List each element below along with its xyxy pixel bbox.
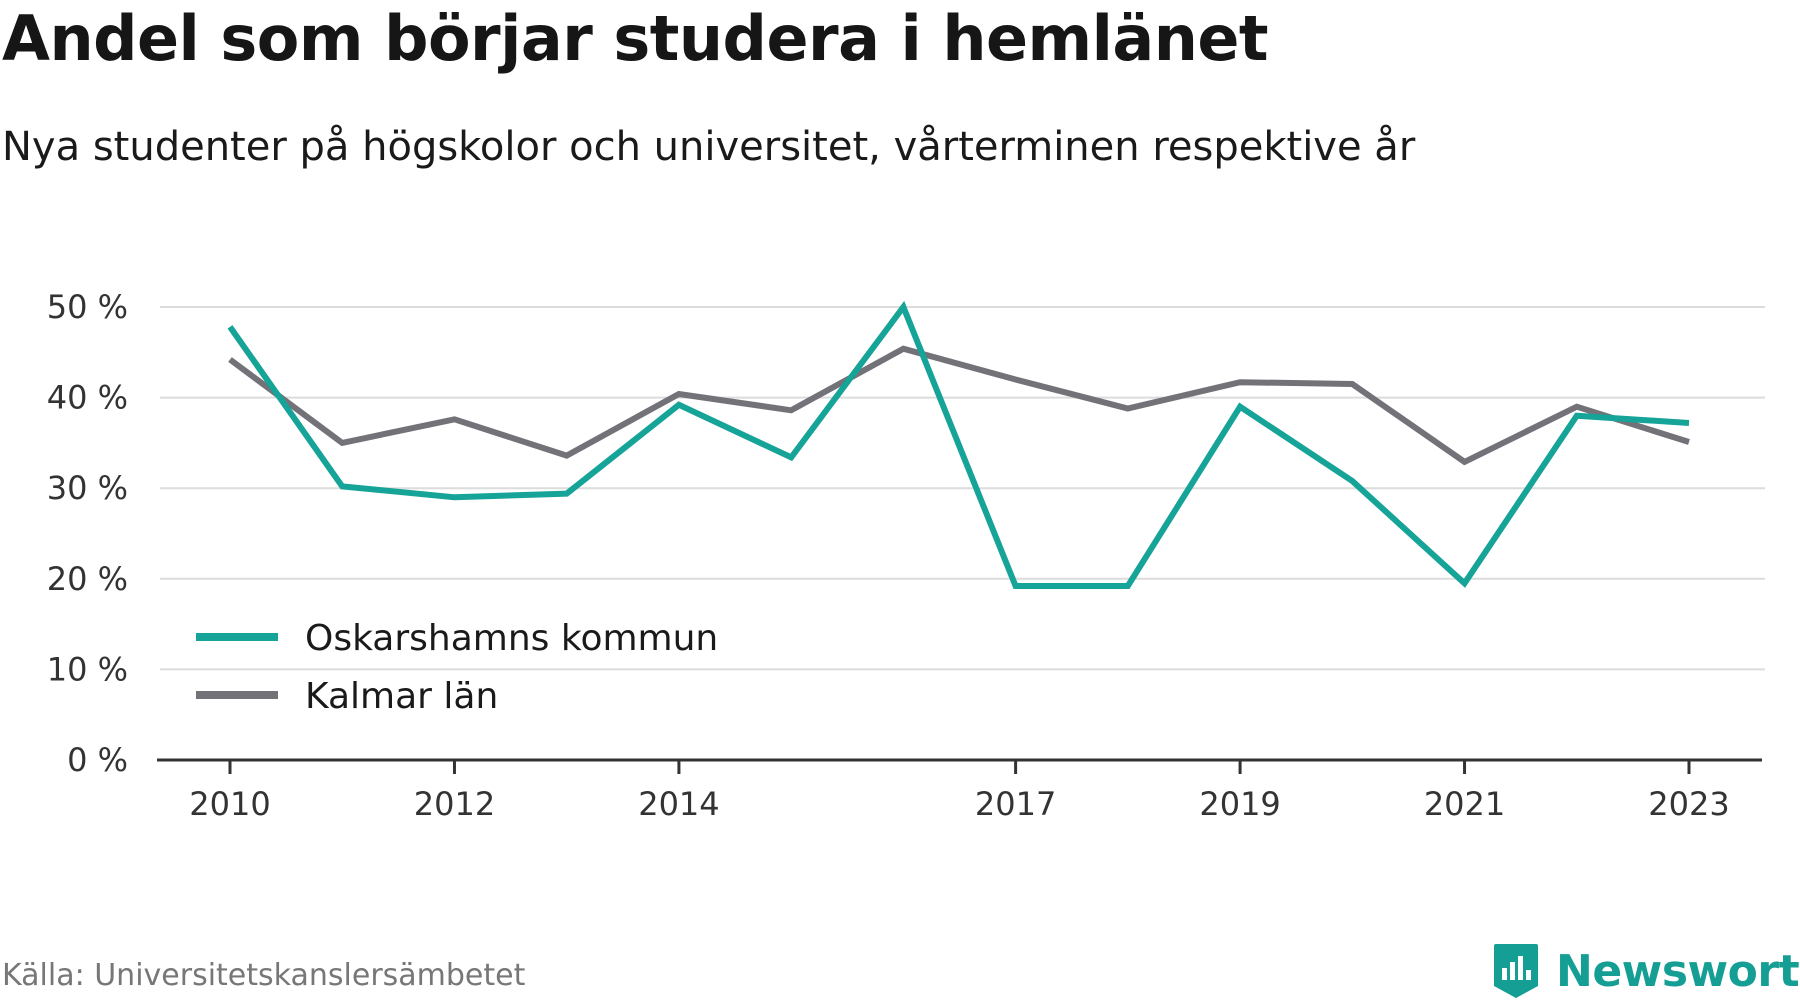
series-line — [228, 345, 1690, 466]
x-tick-label: 2017 — [975, 785, 1056, 823]
newsworthy-logo-icon — [1494, 944, 1538, 998]
legend-label: Oskarshamns kommun — [305, 618, 718, 659]
y-tick-label: 40 % — [47, 379, 128, 417]
y-tick-label: 50 % — [47, 288, 128, 326]
brand-logo: Newsworthy — [1492, 936, 1800, 1006]
y-tick-label: 30 % — [47, 469, 128, 507]
x-axis: 2010 2012 2014 2017 2019 2021 2023 — [157, 758, 1762, 823]
x-tick-label: 2019 — [1199, 785, 1280, 823]
series-lines — [227, 300, 1690, 589]
x-tick-label: 2010 — [189, 785, 270, 823]
x-tick-label: 2023 — [1648, 785, 1729, 823]
y-axis-labels: 0 % 10 % 20 % 30 % 40 % 50 % — [47, 288, 128, 779]
y-tick-label: 10 % — [47, 650, 128, 688]
x-tick-label: 2021 — [1424, 785, 1505, 823]
y-tick-label: 20 % — [47, 560, 128, 598]
legend: Oskarshamns kommun Kalmar län — [182, 612, 734, 717]
chart-title: Andel som börjar studera i hemlänet — [2, 2, 1269, 75]
brand-name: Newsworthy — [1556, 945, 1800, 997]
legend-label: Kalmar län — [305, 676, 498, 717]
series-line — [227, 300, 1690, 589]
grid-lines — [160, 306, 1765, 671]
x-tick-label: 2014 — [638, 785, 719, 823]
chart-subtitle: Nya studenter på högskolor och universit… — [2, 124, 1416, 170]
source-note: Källa: Universitetskanslersämbetet — [2, 958, 526, 993]
x-tick-label: 2012 — [414, 785, 495, 823]
y-tick-label: 0 % — [67, 741, 128, 779]
